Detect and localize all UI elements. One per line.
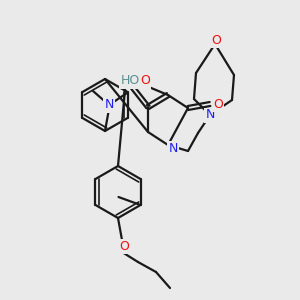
Text: N: N <box>168 142 178 154</box>
Text: O: O <box>119 239 129 253</box>
Text: O: O <box>211 34 221 46</box>
Text: N: N <box>205 109 215 122</box>
Text: HO: HO <box>120 74 140 88</box>
Text: H: H <box>129 74 139 88</box>
Text: O: O <box>140 74 150 88</box>
Text: N: N <box>104 98 114 112</box>
Text: O: O <box>213 98 223 110</box>
